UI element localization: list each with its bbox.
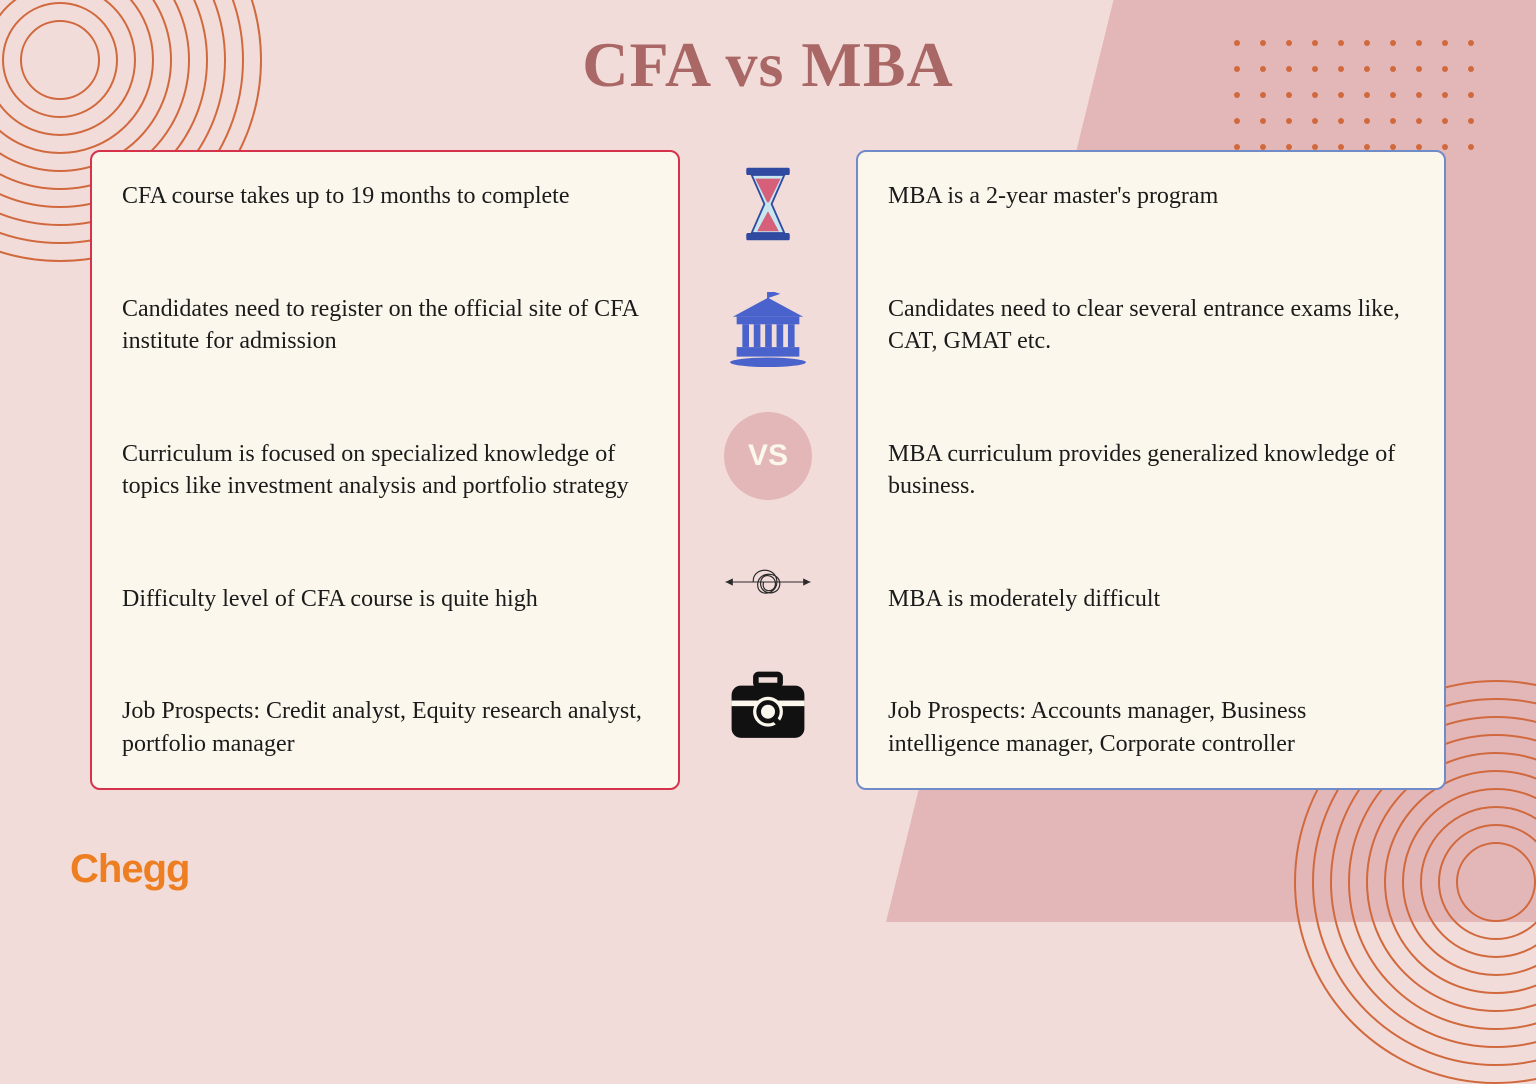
decor-dot-grid [1234, 40, 1476, 152]
comparison-content: CFA course takes up to 19 months to comp… [90, 150, 1446, 790]
institute-icon [724, 286, 812, 374]
mba-row: Candidates need to clear several entranc… [888, 293, 1414, 358]
vs-label: VS [748, 439, 788, 473]
mba-row: MBA curriculum provides generalized know… [888, 438, 1414, 503]
briefcase-search-icon [724, 664, 812, 752]
mba-row: MBA is a 2-year master's program [888, 180, 1414, 212]
cfa-row: Job Prospects: Credit analyst, Equity re… [122, 695, 648, 760]
hourglass-icon [724, 160, 812, 248]
cfa-row: CFA course takes up to 19 months to comp… [122, 180, 648, 212]
cfa-row: Difficulty level of CFA course is quite … [122, 583, 648, 615]
page-title: CFA vs MBA [582, 28, 953, 102]
scribble-icon [724, 538, 812, 626]
cfa-row: Curriculum is focused on specialized kno… [122, 438, 648, 503]
mba-panel: MBA is a 2-year master's program Candida… [856, 150, 1446, 790]
mba-row: MBA is moderately difficult [888, 583, 1414, 615]
cfa-panel: CFA course takes up to 19 months to comp… [90, 150, 680, 790]
center-icons-column: VS [708, 150, 828, 752]
vs-badge: VS [724, 412, 812, 500]
mba-row: Job Prospects: Accounts manager, Busines… [888, 695, 1414, 760]
chegg-logo: Chegg [70, 847, 189, 892]
cfa-row: Candidates need to register on the offic… [122, 293, 648, 358]
